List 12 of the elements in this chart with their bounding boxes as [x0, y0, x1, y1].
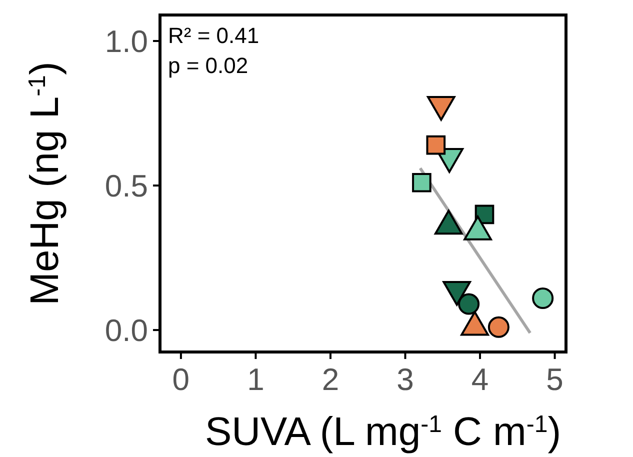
x-tick-label: 3 — [396, 362, 414, 397]
x-axis-title: SUVA (L mg$^{-1}$ C m$^{-1}$) — [204, 410, 562, 454]
x-tick-label: 4 — [471, 362, 489, 397]
annotation: p = 0.02 — [168, 53, 248, 78]
x-tick-label: 1 — [247, 362, 264, 397]
y-tick-label: 0.5 — [104, 168, 148, 204]
annotation: R² = 0.41 — [168, 23, 260, 48]
x-tick-label: 5 — [546, 362, 564, 397]
y-tick-label: 1.0 — [104, 24, 148, 60]
x-tick-label: 0 — [172, 362, 190, 397]
x-tick-label: 2 — [322, 362, 340, 397]
y-tick-label: 0.0 — [104, 313, 148, 348]
